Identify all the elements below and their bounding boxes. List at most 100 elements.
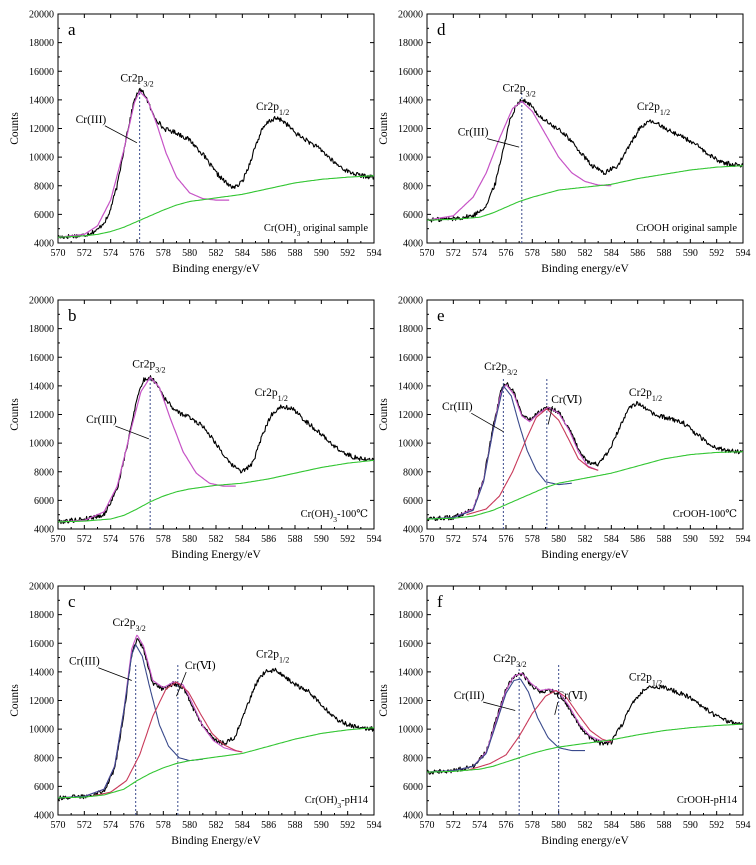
x-tick-label: 570 — [420, 534, 435, 545]
x-tick-label: 576 — [499, 820, 514, 831]
x-tick-label: 580 — [182, 534, 197, 545]
series-line-background — [427, 723, 743, 773]
x-tick-label: 578 — [525, 248, 540, 259]
y-tick-label: 20000 — [398, 10, 423, 21]
x-axis-label: Binding energy/eV — [541, 835, 629, 847]
series-line-cr-iii-fit — [427, 100, 612, 221]
panel-letter: c — [68, 592, 76, 611]
sample-label-tail: -pH14 — [341, 795, 369, 806]
peak-label: Cr2p1/2 — [256, 101, 289, 117]
y-axis-label: Counts — [378, 112, 390, 145]
x-tick-label: 594 — [736, 248, 751, 259]
x-tick-label: 586 — [261, 248, 276, 259]
species-leader-line — [176, 671, 187, 697]
species-label: Cr(Ⅵ) — [185, 660, 216, 672]
series-line-cr-iii-fit — [427, 385, 572, 520]
x-tick-label: 584 — [604, 248, 619, 259]
series-line-cr-iii-fit — [58, 376, 236, 523]
y-tick-label: 20000 — [398, 296, 423, 307]
panel-a: 570 572 574 576 578 580 582 584 586 588 590 592 594 4… — [9, 10, 382, 276]
x-tick-label: 582 — [578, 820, 593, 831]
x-tick-label: 572 — [446, 534, 461, 545]
species-label: Cr(III) — [76, 114, 107, 126]
x-tick-label: 590 — [314, 534, 329, 545]
series-line-experimental — [58, 375, 374, 525]
peak-label: Cr2p3/2 — [493, 653, 526, 669]
y-tick-label: 8000 — [403, 753, 423, 764]
x-tick-label: 586 — [261, 534, 276, 545]
species-leader-line — [115, 425, 149, 440]
peak-label-sub: 1/2 — [278, 393, 288, 402]
y-axis-label: Counts — [9, 684, 21, 717]
x-tick-label: 584 — [604, 534, 619, 545]
x-tick-label: 594 — [367, 248, 382, 259]
series-line-cr-vi-fit — [466, 689, 612, 772]
x-tick-label: 576 — [499, 248, 514, 259]
x-tick-label: 588 — [288, 248, 303, 259]
x-tick-label: 582 — [209, 534, 224, 545]
x-tick-label: 574 — [103, 534, 118, 545]
x-tick-label: 592 — [709, 820, 724, 831]
y-tick-label: 10000 — [398, 725, 423, 736]
peak-label-sub: 1/2 — [660, 107, 670, 116]
y-tick-label: 20000 — [398, 582, 423, 593]
species-leader-line — [483, 701, 516, 711]
x-tick-label: 578 — [156, 534, 171, 545]
y-tick-label: 20000 — [29, 582, 54, 593]
series-line-cr-vi-fit — [90, 681, 243, 797]
species-label: Cr(Ⅵ) — [551, 394, 582, 406]
sample-label-sub: 3 — [337, 801, 341, 810]
x-axis-label: Binding energy/eV — [172, 263, 260, 275]
y-tick-label: 18000 — [398, 324, 423, 335]
y-tick-label: 12000 — [398, 410, 423, 421]
y-tick-label: 18000 — [398, 610, 423, 621]
y-tick-label: 6000 — [403, 496, 423, 507]
y-tick-label: 6000 — [403, 782, 423, 793]
panel-b: 570 572 574 576 578 580 582 584 586 588 590 592 594 4… — [9, 296, 382, 562]
y-tick-label: 18000 — [29, 610, 54, 621]
panel-letter: d — [437, 20, 446, 39]
y-tick-label: 4000 — [403, 525, 423, 536]
x-tick-label: 588 — [657, 534, 672, 545]
peak-label: Cr2p3/2 — [132, 358, 165, 374]
y-tick-label: 8000 — [403, 467, 423, 478]
x-tick-label: 584 — [235, 820, 250, 831]
species-label: Cr(III) — [454, 690, 485, 702]
x-tick-label: 572 — [77, 820, 92, 831]
species-leader-line — [471, 412, 504, 433]
peak-label: Cr2p1/2 — [256, 649, 289, 665]
peak-label: Cr2p1/2 — [629, 387, 662, 403]
x-tick-label: 582 — [578, 248, 593, 259]
y-tick-label: 8000 — [403, 181, 423, 192]
x-tick-label: 588 — [657, 820, 672, 831]
y-tick-label: 16000 — [398, 353, 423, 364]
x-tick-label: 592 — [709, 534, 724, 545]
x-tick-label: 586 — [630, 534, 645, 545]
peak-label: Cr2p3/2 — [484, 361, 517, 377]
y-tick-label: 6000 — [34, 496, 54, 507]
x-tick-label: 578 — [525, 820, 540, 831]
y-tick-label: 4000 — [403, 811, 423, 822]
y-tick-label: 12000 — [29, 696, 54, 707]
series-line-experimental — [58, 638, 374, 801]
x-tick-label: 586 — [630, 820, 645, 831]
x-tick-label: 576 — [499, 534, 514, 545]
x-tick-label: 570 — [420, 248, 435, 259]
sample-label: Cr(OH)3-pH14 — [305, 795, 369, 810]
series-line-experimental — [427, 382, 743, 522]
y-tick-label: 4000 — [34, 525, 54, 536]
plot-frame — [57, 13, 375, 244]
y-tick-label: 12000 — [398, 124, 423, 135]
sample-label-base: CrOOH-100℃ — [673, 509, 737, 520]
peak-label-base: Cr2p — [503, 82, 526, 94]
species-label: Cr(III) — [442, 401, 473, 413]
panel-letter: e — [437, 306, 445, 325]
panel-letter: b — [68, 306, 77, 325]
sample-label: CrOOH-100℃ — [673, 509, 737, 520]
x-tick-label: 592 — [340, 248, 355, 259]
x-tick-label: 590 — [683, 820, 698, 831]
species-leader-line — [98, 667, 132, 681]
x-tick-label: 588 — [657, 248, 672, 259]
x-tick-label: 572 — [77, 534, 92, 545]
peak-label: Cr2p1/2 — [637, 101, 670, 117]
